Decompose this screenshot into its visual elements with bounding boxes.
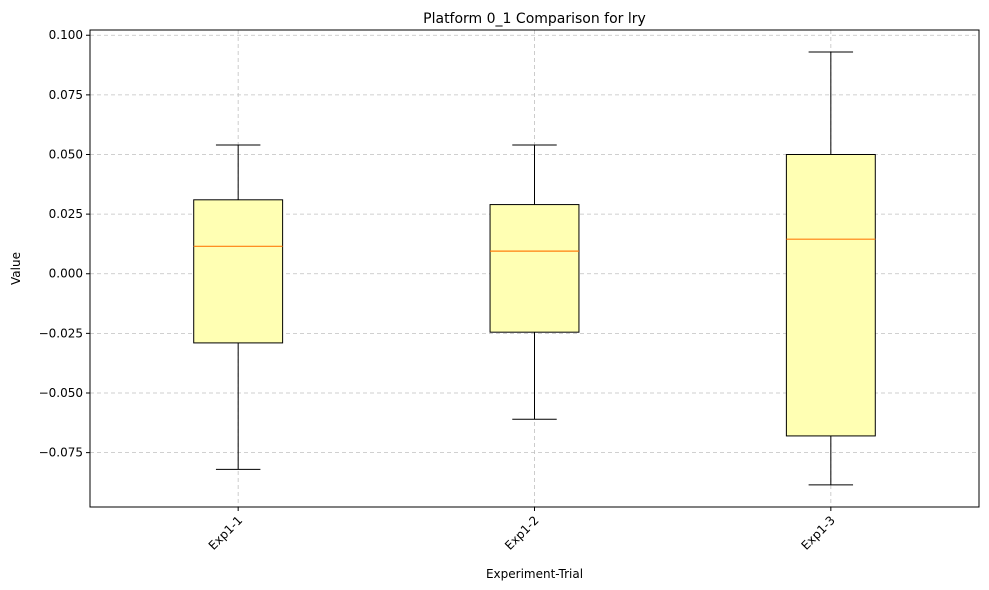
box-Exp1-1	[193, 144, 284, 470]
y-axis-ticks: 0.100 0.075 0.050 0.025 0.000 −0.025 −0.050 −0.…	[39, 28, 90, 460]
y-tick-label: 0.000	[49, 267, 83, 281]
y-tick-label: 0.025	[49, 207, 83, 221]
chart-title: Platform 0_1 Comparison for lry	[423, 11, 646, 27]
x-axis-ticks: Exp1-1 Exp1-2 Exp1-3	[206, 507, 838, 553]
iqr-box	[785, 153, 876, 437]
x-tick-label: Exp1-3	[798, 513, 838, 553]
boxes	[193, 51, 876, 486]
x-tick-label: Exp1-1	[206, 513, 246, 553]
y-tick-label: 0.100	[49, 28, 83, 42]
y-tick-label: −0.025	[39, 326, 83, 340]
y-tick-label: −0.075	[39, 446, 83, 460]
y-tick-label: 0.075	[49, 88, 83, 102]
box-Exp1-3	[785, 51, 876, 486]
iqr-box	[489, 204, 580, 333]
y-tick-label: 0.050	[49, 147, 83, 161]
box-Exp1-2	[489, 144, 580, 420]
x-axis-label: Experiment-Trial	[486, 567, 583, 581]
y-axis-label: Value	[9, 252, 23, 285]
x-tick-label: Exp1-2	[502, 513, 542, 553]
iqr-box	[193, 199, 284, 344]
y-tick-label: −0.050	[39, 386, 83, 400]
